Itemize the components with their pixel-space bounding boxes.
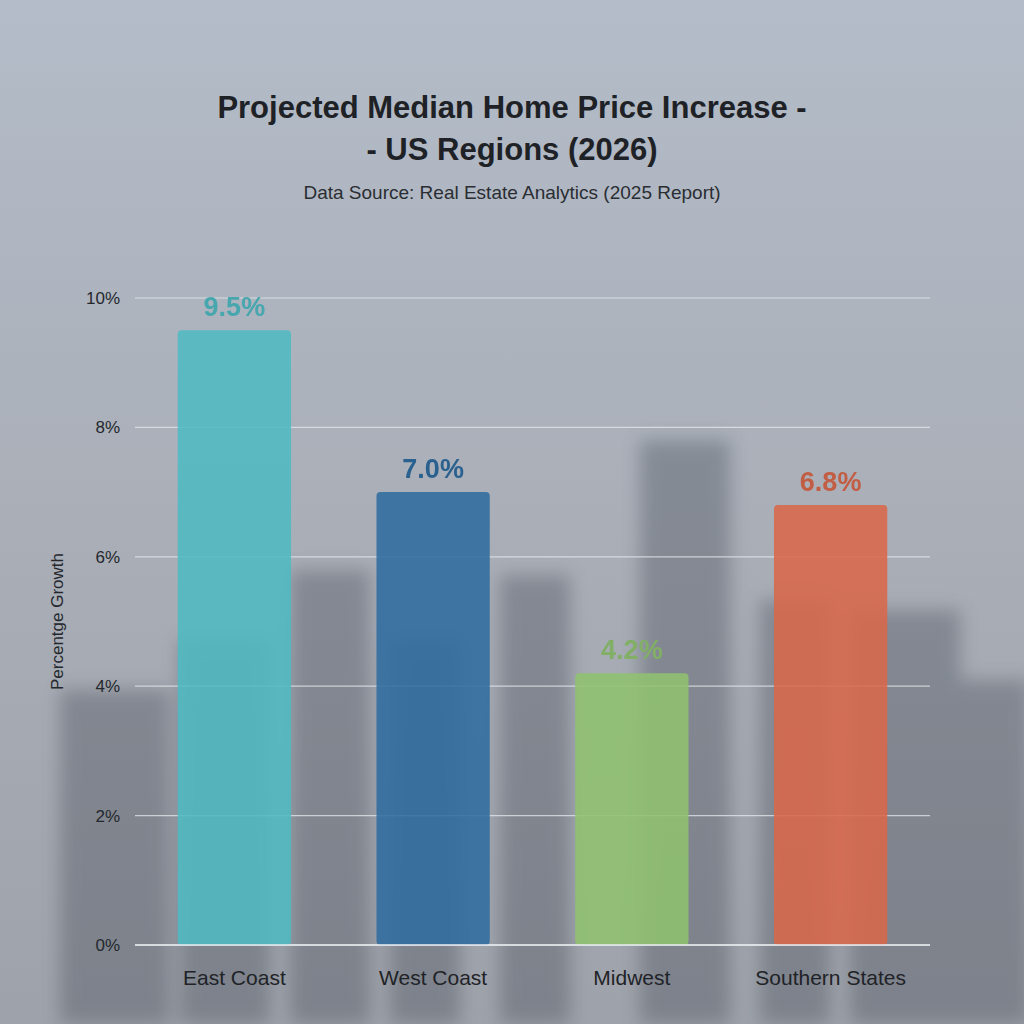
bar	[376, 492, 489, 945]
data-label: 7.0%	[402, 454, 464, 484]
chart: Projected Median Home Price Increase -- …	[0, 0, 1024, 1024]
y-tick-label: 4%	[95, 677, 120, 696]
data-label: 9.5%	[204, 292, 266, 322]
y-axis-title: Percentge Growth	[48, 553, 67, 690]
x-tick-label: Southern States	[755, 966, 906, 989]
bar	[178, 330, 291, 945]
y-tick-label: 0%	[95, 936, 120, 955]
data-label: 6.8%	[800, 467, 862, 497]
grid	[135, 298, 930, 945]
x-tick-label: East Coast	[183, 966, 286, 989]
grid-line	[135, 944, 930, 945]
subtitle: Data Source: Real Estate Analytics (2025…	[303, 182, 720, 203]
x-axis-line	[135, 944, 930, 946]
title: Projected Median Home Price Increase -- …	[217, 90, 806, 167]
bar	[575, 673, 688, 945]
y-tick-label: 2%	[95, 807, 120, 826]
bars	[178, 330, 888, 945]
x-tick-label: West Coast	[379, 966, 487, 989]
bar	[774, 505, 887, 945]
chart-root: Projected Median Home Price Increase -- …	[0, 0, 1024, 1024]
background	[0, 0, 1024, 1024]
data-label: 4.2%	[601, 635, 663, 665]
y-tick-label: 8%	[95, 418, 120, 437]
x-tick-label: Midwest	[593, 966, 670, 989]
labels: 9.5% East Coast 7.0% West Coast 4.2% Midwest 6…	[183, 292, 906, 989]
y-tick-label: 10%	[86, 289, 120, 308]
y-tick-label: 6%	[95, 548, 120, 567]
